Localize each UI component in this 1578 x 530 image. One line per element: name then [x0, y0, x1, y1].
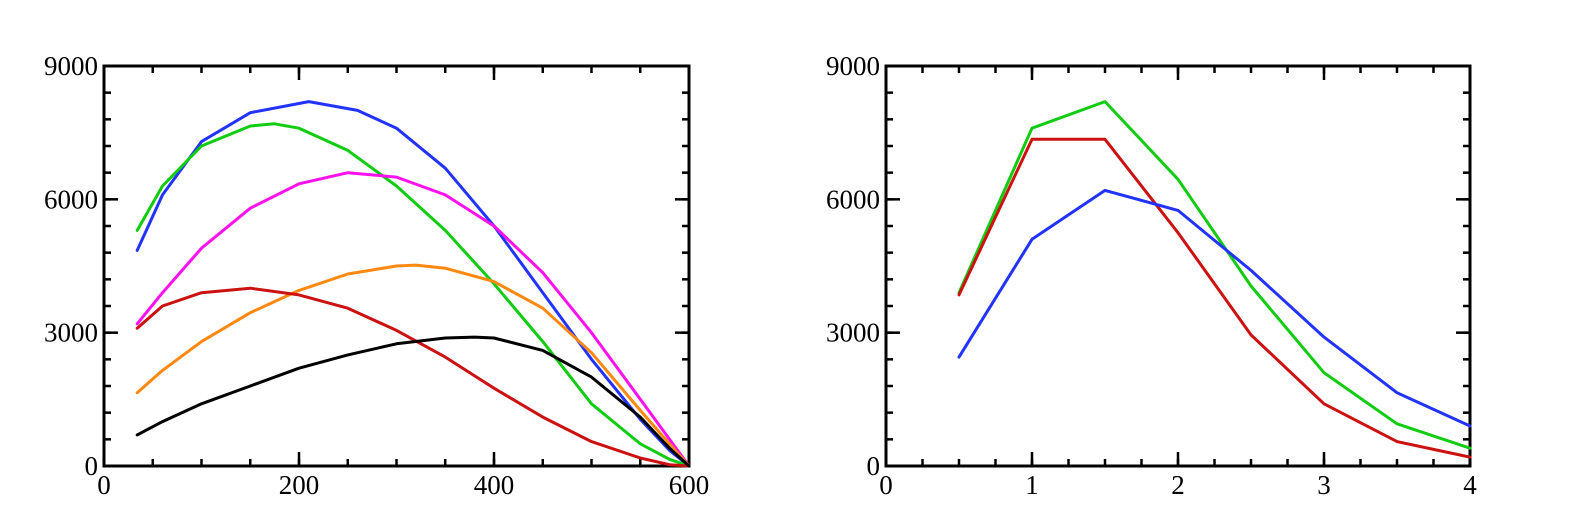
x-tick-label: 400	[474, 470, 515, 500]
series-line-1	[957, 137, 1472, 459]
y-tick-label: 6000	[44, 184, 98, 214]
series-line-0	[135, 100, 691, 468]
x-tick-label: 0	[879, 470, 893, 500]
y-tick-label: 6000	[826, 184, 880, 214]
series-line-3	[135, 263, 691, 468]
series-line-5	[135, 335, 691, 468]
series-line-4	[135, 286, 691, 468]
y-tick-label: 3000	[826, 318, 880, 348]
x-tick-label: 4	[1463, 470, 1477, 500]
y-tick-label: 3000	[44, 318, 98, 348]
series-line-0	[957, 100, 1472, 450]
y-tick-label: 0	[867, 451, 881, 481]
x-tick-label: 600	[669, 470, 710, 500]
x-tick-label: 3	[1317, 470, 1331, 500]
series-line-1	[135, 122, 691, 468]
y-tick-label: 9000	[44, 51, 98, 81]
y-tick-label: 9000	[826, 51, 880, 81]
x-tick-label: 200	[279, 470, 320, 500]
x-tick-label: 1	[1025, 470, 1039, 500]
right-line-chart: 0 1 2 3 4 0 3000 6000 9000	[826, 51, 1477, 500]
series-line-2	[957, 188, 1472, 428]
x-tick-label: 0	[97, 470, 111, 500]
x-tick-label: 2	[1171, 470, 1185, 500]
y-tick-label: 0	[85, 451, 99, 481]
series-line-2	[135, 171, 691, 468]
